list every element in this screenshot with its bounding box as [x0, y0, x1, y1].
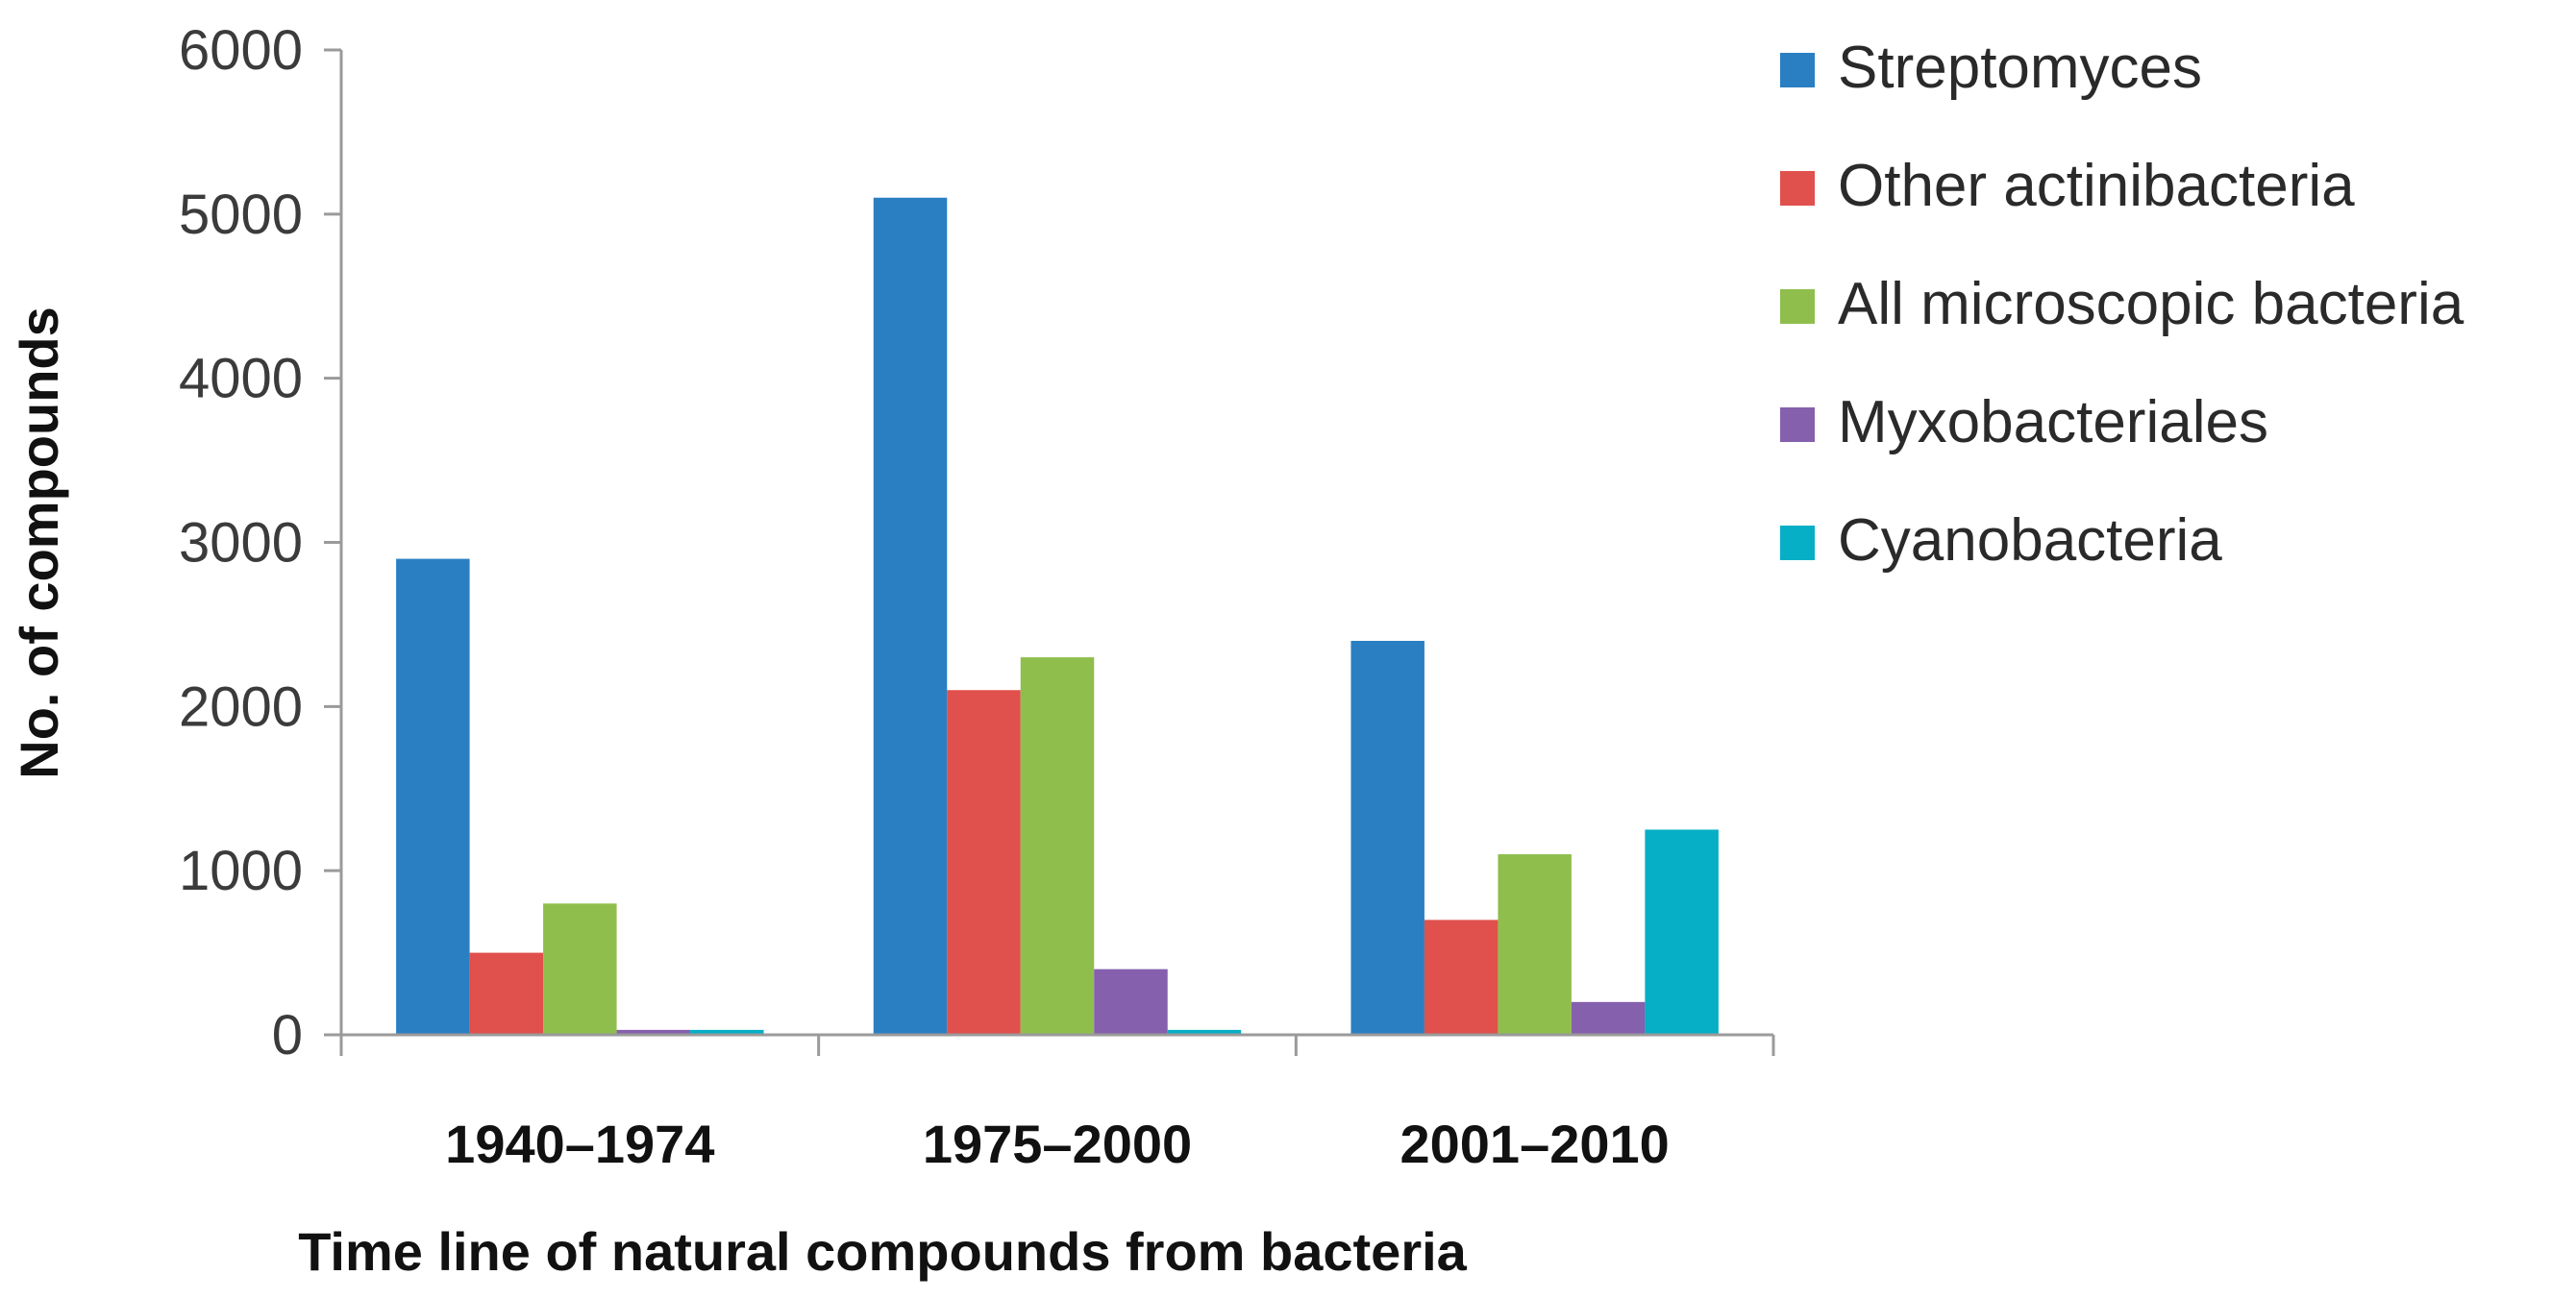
- y-tick-label: 0: [272, 1004, 303, 1067]
- bars-group: [396, 197, 1719, 1035]
- legend-swatch: [1780, 289, 1815, 324]
- bar-all-microscopic-bacteria-3: [1498, 854, 1572, 1035]
- bar-all-microscopic-bacteria-2: [1020, 657, 1095, 1035]
- y-tick-label: 1000: [179, 840, 303, 902]
- legend-label: Cyanobacteria: [1838, 507, 2222, 574]
- legend-label: Streptomyces: [1838, 35, 2202, 101]
- bar-cyanobacteria-3: [1645, 829, 1719, 1035]
- y-axis: 0 1000 2000 3000 4000 5000 6000: [179, 19, 343, 1067]
- bar-myxobacteriales-1: [616, 1029, 691, 1035]
- bar-streptomyces-1: [396, 558, 470, 1035]
- y-tick-label: 5000: [179, 184, 303, 246]
- bar-streptomyces-3: [1350, 641, 1424, 1035]
- y-tick-label: 6000: [179, 19, 303, 82]
- bar-other-actinibacteria-1: [469, 952, 544, 1035]
- legend-label: Myxobacteriales: [1838, 389, 2268, 455]
- y-tick-label: 3000: [179, 512, 303, 575]
- legend-swatch: [1780, 171, 1815, 206]
- legend-label: All microscopic bacteria: [1838, 271, 2465, 337]
- bar-cyanobacteria-1: [690, 1029, 764, 1035]
- x-axis: 1940–1974 1975–2000 2001–2010: [339, 1033, 1775, 1174]
- y-tick-label: 2000: [179, 675, 303, 738]
- bar-myxobacteriales-2: [1094, 969, 1168, 1035]
- legend-swatch: [1780, 407, 1815, 442]
- legend-swatch: [1780, 53, 1815, 87]
- x-category-label: 2001–2010: [1400, 1114, 1670, 1174]
- bar-myxobacteriales-3: [1571, 1001, 1646, 1035]
- legend: Streptomyces Other actinibacteria All micr…: [1780, 35, 2465, 574]
- y-axis-title: No. of compounds: [9, 307, 69, 779]
- x-category-label: 1975–2000: [923, 1114, 1192, 1174]
- bar-streptomyces-2: [873, 197, 948, 1035]
- y-tick-label: 4000: [179, 348, 303, 410]
- x-category-label: 1940–1974: [445, 1114, 714, 1174]
- bar-all-microscopic-bacteria-1: [543, 903, 617, 1035]
- legend-swatch: [1780, 526, 1815, 560]
- legend-label: Other actinibacteria: [1838, 153, 2355, 219]
- x-axis-title: Time line of natural compounds from bact…: [298, 1221, 1467, 1282]
- bar-other-actinibacteria-2: [947, 690, 1021, 1035]
- bar-cyanobacteria-2: [1167, 1029, 1242, 1035]
- bar-other-actinibacteria-3: [1424, 920, 1499, 1035]
